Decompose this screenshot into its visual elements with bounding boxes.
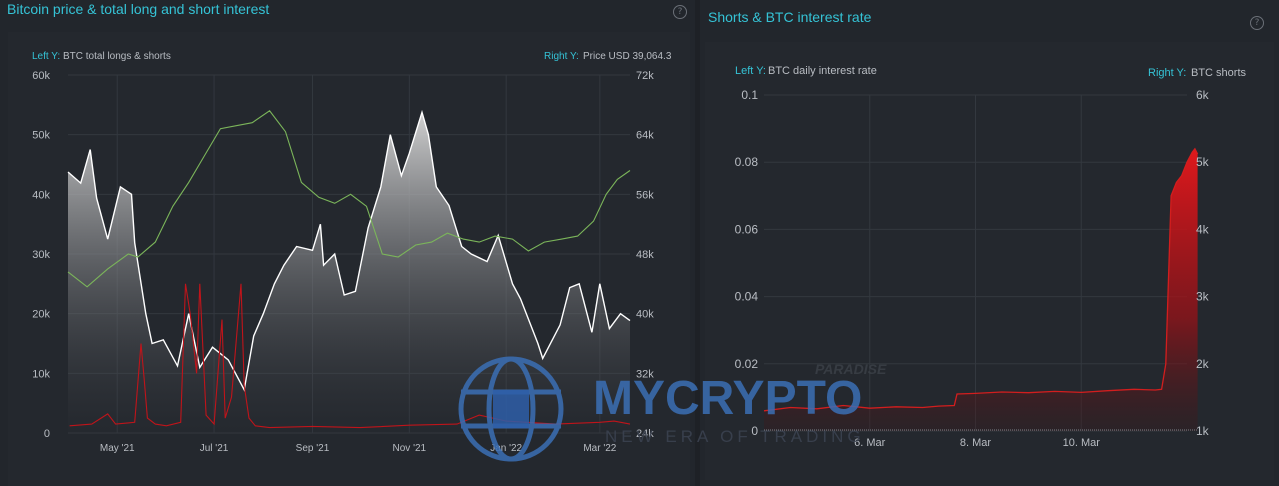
left-axis-note-prefix: Left Y: bbox=[32, 51, 60, 62]
shorts-series-fill bbox=[764, 148, 1198, 432]
x-tick: 6. Mar bbox=[854, 437, 886, 449]
right-axis-note-prefix: Right Y: bbox=[544, 51, 579, 62]
right-axis-note: BTC shorts bbox=[1191, 67, 1247, 79]
watermark-tag: PARADISE bbox=[815, 361, 887, 377]
right-y-tick: 56k bbox=[636, 189, 654, 201]
right-y-tick: 4k bbox=[1196, 222, 1210, 236]
left-y-tick: 30k bbox=[32, 249, 50, 261]
watermark-slogan: NEW ERA OF TRADING bbox=[605, 427, 865, 446]
right-y-tick: 72k bbox=[636, 70, 654, 82]
help-icon[interactable]: ? bbox=[673, 5, 687, 19]
left-y-tick: 0.08 bbox=[735, 155, 759, 169]
x-tick: 8. Mar bbox=[960, 437, 992, 449]
price-series bbox=[67, 109, 631, 392]
shorts-interest-chart: 0 0.02 0.04 0.06 0.08 0.1 1k 2k 3k 4k 5k 6k 6. Mar 8.… bbox=[735, 65, 1247, 449]
x-tick: 10. Mar bbox=[1063, 437, 1101, 449]
left-y-tick: 0 bbox=[44, 428, 50, 440]
left-axis-note-prefix: Left Y: bbox=[735, 65, 766, 77]
left-y-tick: 40k bbox=[32, 189, 50, 201]
right-y-tick: 24k bbox=[636, 428, 654, 440]
panel-title: Bitcoin price & total long and short int… bbox=[7, 1, 270, 17]
left-axis-note: BTC total longs & shorts bbox=[63, 51, 171, 62]
watermark-brand: MYCRYPTO bbox=[593, 372, 862, 425]
right-y-tick: 5k bbox=[1196, 155, 1210, 169]
x-tick: Mar '22 bbox=[583, 443, 616, 454]
shorts-series bbox=[763, 147, 1199, 412]
left-y-tick: 0.04 bbox=[735, 290, 759, 304]
right-y-tick: 32k bbox=[636, 368, 654, 380]
panel-title: Shorts & BTC interest rate bbox=[708, 9, 872, 25]
right-y-tick: 3k bbox=[1196, 290, 1210, 304]
watermark-logo: MYCRYPTO PARADISE NEW ERA OF TRADING bbox=[458, 356, 887, 462]
right-y-tick: 40k bbox=[636, 309, 654, 321]
left-axis-note: BTC daily interest rate bbox=[768, 65, 877, 77]
left-y-tick: 10k bbox=[32, 368, 50, 380]
right-y-tick: 64k bbox=[636, 130, 654, 142]
left-y-tick: 20k bbox=[32, 309, 50, 321]
left-y-tick: 0.02 bbox=[735, 357, 759, 371]
x-tick: Sep '21 bbox=[296, 443, 330, 454]
help-icon[interactable]: ? bbox=[1250, 16, 1264, 30]
price-interest-chart: 0 10k 20k 30k 40k 50k 60k 24k 32k 40k 48k 56k 64k 72k… bbox=[32, 51, 672, 454]
left-y-tick: 0 bbox=[751, 424, 758, 438]
longs-shorts-series bbox=[67, 110, 631, 288]
right-y-tick: 2k bbox=[1196, 357, 1210, 371]
left-y-tick: 60k bbox=[32, 70, 50, 82]
x-tick: Jul '21 bbox=[200, 443, 229, 454]
right-axis-note: Price USD 39,064.3 bbox=[583, 51, 672, 62]
left-y-tick: 0.1 bbox=[741, 88, 758, 102]
x-tick: Jan '22 bbox=[490, 443, 522, 454]
price-series-fill bbox=[68, 112, 630, 434]
right-y-tick: 6k bbox=[1196, 88, 1210, 102]
right-y-tick: 1k bbox=[1196, 424, 1210, 438]
left-y-tick: 50k bbox=[32, 130, 50, 142]
right-y-tick: 48k bbox=[636, 249, 654, 261]
x-tick: May '21 bbox=[100, 443, 135, 454]
left-y-tick: 0.06 bbox=[735, 222, 759, 236]
x-tick: Nov '21 bbox=[393, 443, 427, 454]
right-axis-note-prefix: Right Y: bbox=[1148, 67, 1186, 79]
